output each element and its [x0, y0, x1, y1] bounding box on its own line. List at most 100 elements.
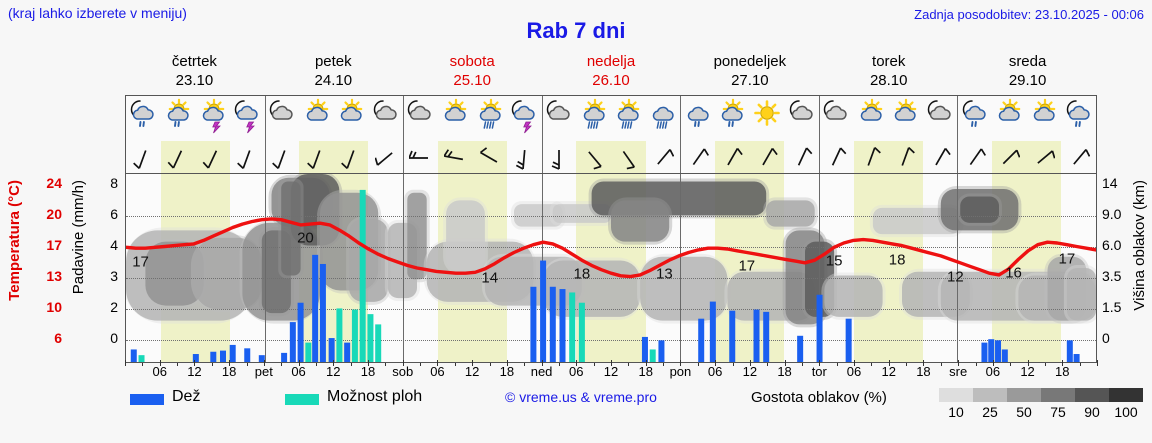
x-tick-mark	[472, 360, 474, 366]
sun-icon	[750, 98, 785, 138]
x-tick-label: pet	[254, 364, 273, 379]
cloud-density-swatch	[1075, 388, 1109, 402]
moon-cloud-icon	[403, 98, 438, 138]
wind-barb-icon	[715, 142, 750, 170]
cloud-height-tick-label: 1.5	[1102, 299, 1122, 316]
x-tick-mark	[940, 363, 942, 366]
x-tick-mark	[333, 360, 335, 366]
day-separator	[680, 96, 682, 141]
wind-barb-icon	[542, 142, 577, 170]
day-separator	[957, 141, 959, 173]
copyright-label[interactable]: © vreme.us & vreme.pro	[505, 389, 657, 405]
x-tick-label: 06	[291, 364, 306, 379]
day-separator	[264, 174, 266, 362]
sun-cloud-rain-icon	[472, 98, 507, 138]
x-tick-mark	[1044, 363, 1046, 366]
x-tick-mark	[992, 360, 994, 366]
sun-cloud-rain-icon	[611, 98, 646, 138]
wind-barb-icon	[957, 142, 992, 170]
temperature-tick-label: 6	[54, 330, 62, 347]
temperature-tick-label: 20	[46, 206, 62, 223]
day-header-0: četrtek 23.10	[125, 52, 264, 92]
x-tick-mark	[420, 363, 422, 366]
temperature-value-label: 17	[738, 257, 756, 275]
sun-cloud-drizzle-icon	[715, 98, 750, 138]
x-tick-mark	[645, 360, 647, 366]
day-name: ponedeljek	[713, 53, 787, 70]
x-tick-label: 18	[221, 364, 237, 379]
wind-barb-icon	[854, 142, 889, 170]
day-header-row: četrtek 23.10 petek 24.10 sobota 25.10 nedelja…	[125, 52, 1097, 92]
day-date: 29.10	[1008, 72, 1047, 89]
x-tick-mark	[767, 363, 769, 366]
rain-legend-label: Dež	[172, 388, 201, 405]
cloud-height-tick-label: 9.0	[1102, 206, 1122, 223]
x-tick-mark	[541, 360, 543, 366]
x-tick-mark	[246, 363, 248, 366]
x-tick-label: 12	[464, 364, 480, 379]
sun-cloud-icon	[438, 98, 473, 138]
temperature-value-label: 18	[573, 265, 591, 283]
daylight-band	[853, 174, 923, 362]
x-tick-mark	[194, 360, 196, 366]
day-header-4: ponedeljek 27.10	[680, 52, 819, 92]
x-tick-mark	[263, 360, 265, 366]
precipitation-legend: Dež Možnost ploh	[130, 388, 690, 412]
cloud-density-legend: Gostota oblakov (%) 10 25 50 75 90 100	[751, 386, 1146, 426]
x-tick-mark	[1062, 360, 1064, 366]
cloud-density-swatch	[939, 388, 973, 402]
day-separator	[680, 174, 682, 362]
cloud-density-level-label: 50	[1016, 404, 1032, 420]
x-tick-mark	[749, 360, 751, 366]
day-date: 24.10	[314, 72, 353, 89]
cloud-density-level-label: 100	[1114, 404, 1138, 420]
location-menu-note[interactable]: (kraj lahko izberete v meniju)	[8, 5, 187, 21]
moon-cloud-icon	[819, 98, 854, 138]
day-separator	[818, 141, 820, 173]
x-tick-mark	[177, 363, 179, 366]
cloud-rain-icon	[646, 98, 681, 138]
x-tick-mark	[611, 360, 612, 366]
sun-cloud-icon	[854, 98, 889, 138]
day-separator	[818, 96, 820, 141]
x-tick-label: 18	[916, 364, 931, 379]
temperature-axis-title: Temperatura (°C)	[6, 180, 23, 301]
x-tick-mark	[506, 360, 508, 366]
x-tick-label: sob	[392, 364, 414, 379]
day-header-1: petek 24.10	[264, 52, 403, 92]
cloud-height-tick-label: 0	[1102, 330, 1110, 347]
day-separator	[541, 96, 543, 141]
weather-icons-row	[125, 95, 1097, 141]
x-tick-mark	[854, 360, 855, 366]
x-tick-mark	[159, 360, 161, 366]
temperature-tick-label: 13	[46, 268, 62, 285]
cloud-density-level-label: 10	[948, 404, 964, 420]
x-tick-mark	[836, 363, 838, 366]
moon-cloud-drizzle-icon	[957, 98, 992, 138]
daylight-band	[714, 141, 785, 173]
x-tick-mark	[680, 360, 682, 366]
day-separator	[957, 174, 959, 362]
wind-barbs-row	[125, 141, 1097, 173]
moon-cloud-icon	[923, 98, 958, 138]
temperature-tick-label: 10	[46, 299, 62, 316]
precipitation-bars	[130, 189, 1080, 362]
cloud-density-raster	[126, 174, 1096, 328]
wind-barb-icon	[680, 142, 715, 170]
cloud-height-tick-label: 6.0	[1102, 237, 1122, 254]
gridline	[126, 247, 1096, 249]
moon-cloud-icon	[369, 98, 404, 138]
x-tick-label: 18	[777, 364, 792, 379]
moon-cloud-icon	[542, 98, 577, 138]
x-tick-mark	[315, 363, 317, 366]
day-date: 27.10	[731, 72, 769, 89]
x-tick-label: 06	[707, 364, 723, 379]
x-tick-mark	[715, 360, 717, 366]
temperature-value-label: 17	[132, 253, 149, 271]
day-header-6: sreda 29.10	[958, 52, 1097, 92]
cloud-density-swatch	[1109, 388, 1143, 402]
showers-legend-swatch	[285, 394, 319, 405]
showers-legend-label: Možnost ploh	[327, 388, 423, 405]
wind-barb-icon	[1061, 142, 1096, 170]
x-tick-mark	[229, 360, 231, 366]
